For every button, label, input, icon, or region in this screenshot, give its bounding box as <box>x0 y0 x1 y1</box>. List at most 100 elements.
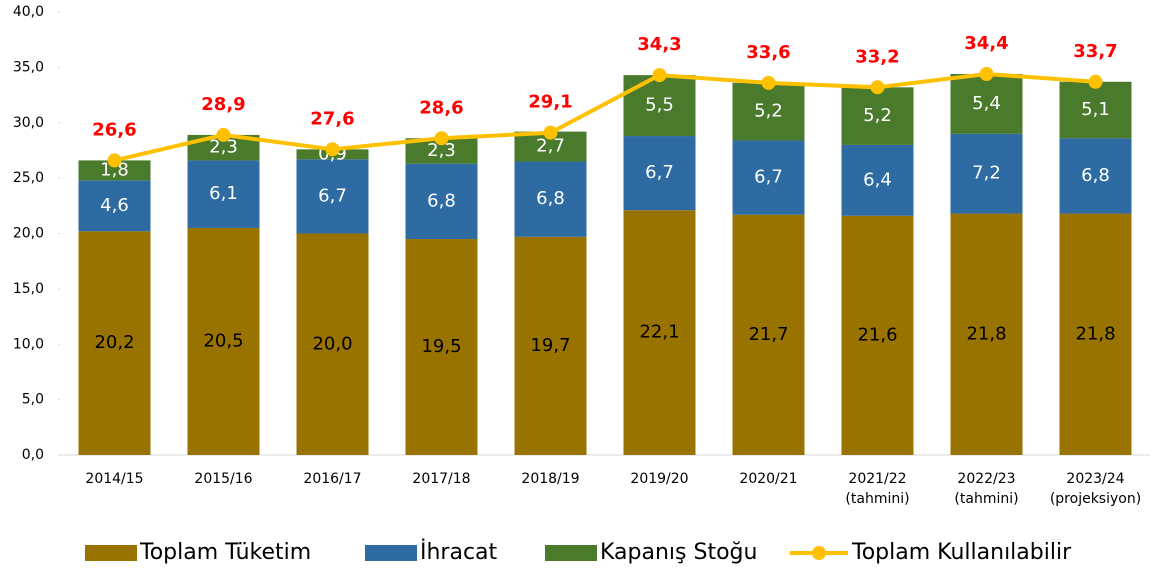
y-tick-label: 35,0 <box>13 59 44 75</box>
data-label: 28,9 <box>201 94 245 115</box>
x-tick-label: 2014/15 <box>85 471 143 487</box>
data-label: 33,6 <box>746 42 790 63</box>
bar-segment <box>187 160 260 228</box>
line-marker <box>1088 74 1103 89</box>
x-tick-label: (tahmini) <box>954 491 1018 507</box>
x-tick-label: (projeksiyon) <box>1050 491 1141 507</box>
x-tick-label: 2017/18 <box>412 471 470 487</box>
data-label: 6,8 <box>536 188 565 209</box>
line-marker <box>325 142 340 157</box>
data-label: 6,4 <box>863 169 892 190</box>
bar-segment <box>732 82 805 141</box>
data-label: 2,3 <box>427 140 456 161</box>
bar-segment <box>405 239 478 455</box>
data-label: 33,7 <box>1073 41 1117 62</box>
data-label: 20,5 <box>203 330 243 351</box>
bar-segment <box>78 180 151 232</box>
data-label: 2,7 <box>536 136 565 157</box>
data-label: 6,7 <box>754 167 783 188</box>
data-label: 5,2 <box>754 101 783 122</box>
data-label: 7,2 <box>972 163 1001 184</box>
bar-segment <box>623 136 696 211</box>
line-marker <box>870 80 885 95</box>
data-label: 28,6 <box>419 97 463 118</box>
bar-segment <box>732 214 805 455</box>
bar-segment <box>1059 81 1132 139</box>
y-tick-label: 40,0 <box>13 4 44 20</box>
y-tick-label: 5,0 <box>22 392 44 408</box>
data-label: 5,5 <box>645 95 674 116</box>
data-label: 20,0 <box>312 333 352 354</box>
y-tick-label: 25,0 <box>13 170 44 186</box>
bar-segment <box>841 87 914 145</box>
data-label: 27,6 <box>310 108 354 129</box>
line-marker <box>107 153 122 168</box>
data-label: 6,8 <box>1081 165 1110 186</box>
x-tick-label: 2021/22 <box>848 471 906 487</box>
bar-segment <box>1059 138 1132 214</box>
line-marker <box>761 75 776 90</box>
data-label: 20,2 <box>94 332 134 353</box>
bar-segment <box>78 160 151 181</box>
data-label: 29,1 <box>528 92 572 113</box>
legend-swatch <box>545 545 597 561</box>
bar-segment <box>732 140 805 215</box>
bar-segment <box>950 133 1023 214</box>
data-label: 4,6 <box>100 195 129 216</box>
x-tick-label: 2018/19 <box>521 471 579 487</box>
data-label: 21,7 <box>748 324 788 345</box>
data-label: 19,5 <box>421 336 461 357</box>
bar-segment <box>296 233 369 455</box>
line-marker <box>543 125 558 140</box>
line-marker <box>979 67 994 82</box>
data-label: 6,8 <box>427 190 456 211</box>
data-label: 21,6 <box>857 324 897 345</box>
data-label: 5,4 <box>972 93 1001 114</box>
x-tick-label: 2019/20 <box>630 471 688 487</box>
bar-segment <box>514 161 587 237</box>
x-tick-label: 2016/17 <box>303 471 361 487</box>
line <box>114 72 1096 163</box>
data-label: 2,3 <box>209 137 238 158</box>
bar-segment <box>514 236 587 455</box>
legend-label: Toplam Tüketim <box>139 540 311 565</box>
line-marker <box>216 127 231 142</box>
x-tick-label: (tahmini) <box>845 491 909 507</box>
bar-segment <box>1059 213 1132 455</box>
bar-segment <box>78 231 151 455</box>
legend-swatch <box>365 545 417 561</box>
line-marker <box>434 131 449 146</box>
x-tick-label: 2023/24 <box>1066 471 1124 487</box>
y-tick-label: 0,0 <box>22 447 44 463</box>
legend-label: Toplam Kullanılabilir <box>851 540 1072 565</box>
data-label: 21,8 <box>1075 323 1115 344</box>
data-label: 22,1 <box>639 322 679 343</box>
data-label: 6,7 <box>318 185 347 206</box>
data-label: 19,7 <box>530 335 570 356</box>
bar-segment <box>623 210 696 455</box>
bar-segment <box>405 163 478 240</box>
y-tick-label: 30,0 <box>13 115 44 131</box>
data-label: 26,6 <box>92 119 136 140</box>
data-label: 5,2 <box>863 105 892 126</box>
data-label: 6,7 <box>645 162 674 183</box>
legend-swatch <box>85 545 137 561</box>
bar-segment <box>841 144 914 216</box>
data-label: 33,2 <box>855 46 899 67</box>
data-label: 5,1 <box>1081 99 1110 120</box>
data-label: 6,1 <box>209 183 238 204</box>
bar-segment <box>187 227 260 455</box>
line-marker <box>652 68 667 83</box>
x-tick-label: 2022/23 <box>957 471 1015 487</box>
legend-label: Kapanış Stoğu <box>600 540 757 565</box>
legend-swatch <box>812 546 826 560</box>
y-tick-label: 10,0 <box>13 336 44 352</box>
bar-segment <box>950 213 1023 455</box>
legend-label: İhracat <box>420 539 498 565</box>
data-label: 21,8 <box>966 323 1006 344</box>
x-tick-label: 2015/16 <box>194 471 252 487</box>
y-tick-label: 15,0 <box>13 281 44 297</box>
bar-segment <box>841 215 914 455</box>
y-tick-label: 20,0 <box>13 226 44 242</box>
